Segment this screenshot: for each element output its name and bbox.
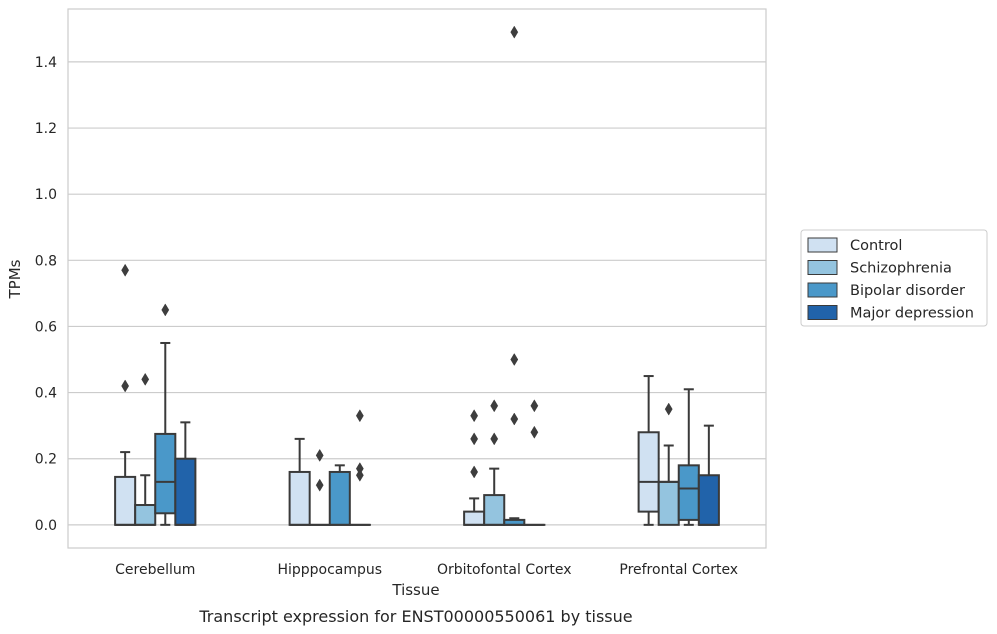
y-tick-label: 0.8 [35,253,57,269]
figure-caption: Transcript expression for ENST0000055006… [198,607,632,626]
box-group [677,388,700,526]
box-group [637,375,660,526]
box-group [154,303,177,526]
legend-label: Control [850,238,902,254]
outlier-point [490,432,499,446]
box-group [328,464,351,526]
plot-area-frame [67,8,767,549]
outlier-point [664,402,673,416]
legend-label: Bipolar disorder [850,283,965,299]
outlier-point [355,462,364,476]
y-tick-label: 0.4 [35,386,57,402]
legend-swatch [807,237,838,253]
x-tick-label: Hipppocampus [277,562,382,578]
box-iqr [174,457,197,526]
box-group [134,372,157,526]
box-iqr [134,504,157,526]
outlier-point [490,399,499,413]
outlier-point [121,263,130,277]
outlier-point [530,399,539,413]
box-iqr [114,475,137,526]
y-tick-label: 0.6 [35,319,57,335]
box-iqr [463,510,486,526]
box-group [657,402,680,526]
y-tick-label: 0.0 [35,518,57,534]
legend-label: Schizophrenia [850,261,952,277]
outlier-point [315,448,324,462]
y-tick-label: 1.4 [35,55,57,71]
box-group [288,437,311,526]
box-iqr [154,432,177,515]
box-group [463,409,486,526]
x-tick-label: Orbitofontal Cortex [437,562,572,578]
outlier-point [355,409,364,423]
box-group [348,409,371,526]
legend: Control Schizophrenia Bipolar disorder Majo… [800,229,988,327]
box-group [308,448,331,526]
outlier-point [141,372,150,386]
y-tick-label: 0.2 [35,452,57,468]
box-group [523,399,546,526]
x-tick-label: Cerebellum [115,562,195,578]
outlier-point [510,25,519,39]
box-iqr [288,470,311,526]
legend-swatch [807,282,838,298]
box-group [697,424,720,526]
legend-swatch [807,260,838,275]
box-iqr [483,494,506,526]
y-axis-title: TPMs [6,259,24,299]
box-iqr [328,470,351,526]
outlier-point [510,353,519,367]
x-axis-title: Tissue [391,581,439,599]
box-group [503,25,526,526]
outlier-point [470,432,479,446]
legend-swatch [807,305,838,320]
y-tick-label: 1.2 [35,121,57,137]
outlier-point [470,465,479,479]
box-iqr [697,474,720,526]
legend-frame [800,229,988,327]
box-plot-marks [114,25,720,526]
outlier-point [315,478,324,492]
outlier-point [161,303,170,317]
x-tick-label: Prefrontal Cortex [619,562,738,578]
outlier-point [355,468,364,482]
box-iqr [657,480,680,526]
y-axis-ticks: 0.0 0.2 0.4 0.6 0.8 1.0 1.2 1.4 [35,55,57,534]
box-group [174,421,197,526]
outlier-point [470,409,479,423]
outlier-point [530,425,539,439]
legend-label: Major depression [850,306,974,322]
box-group [114,263,137,526]
box-iqr [637,431,660,513]
outlier-point [510,412,519,426]
box-group [483,399,506,526]
y-tick-label: 1.0 [35,187,57,203]
box-iqr [677,464,700,521]
x-axis-ticks: Cerebellum Hipppocampus Orbitofontal Corte… [115,562,738,578]
outlier-point [121,379,130,393]
